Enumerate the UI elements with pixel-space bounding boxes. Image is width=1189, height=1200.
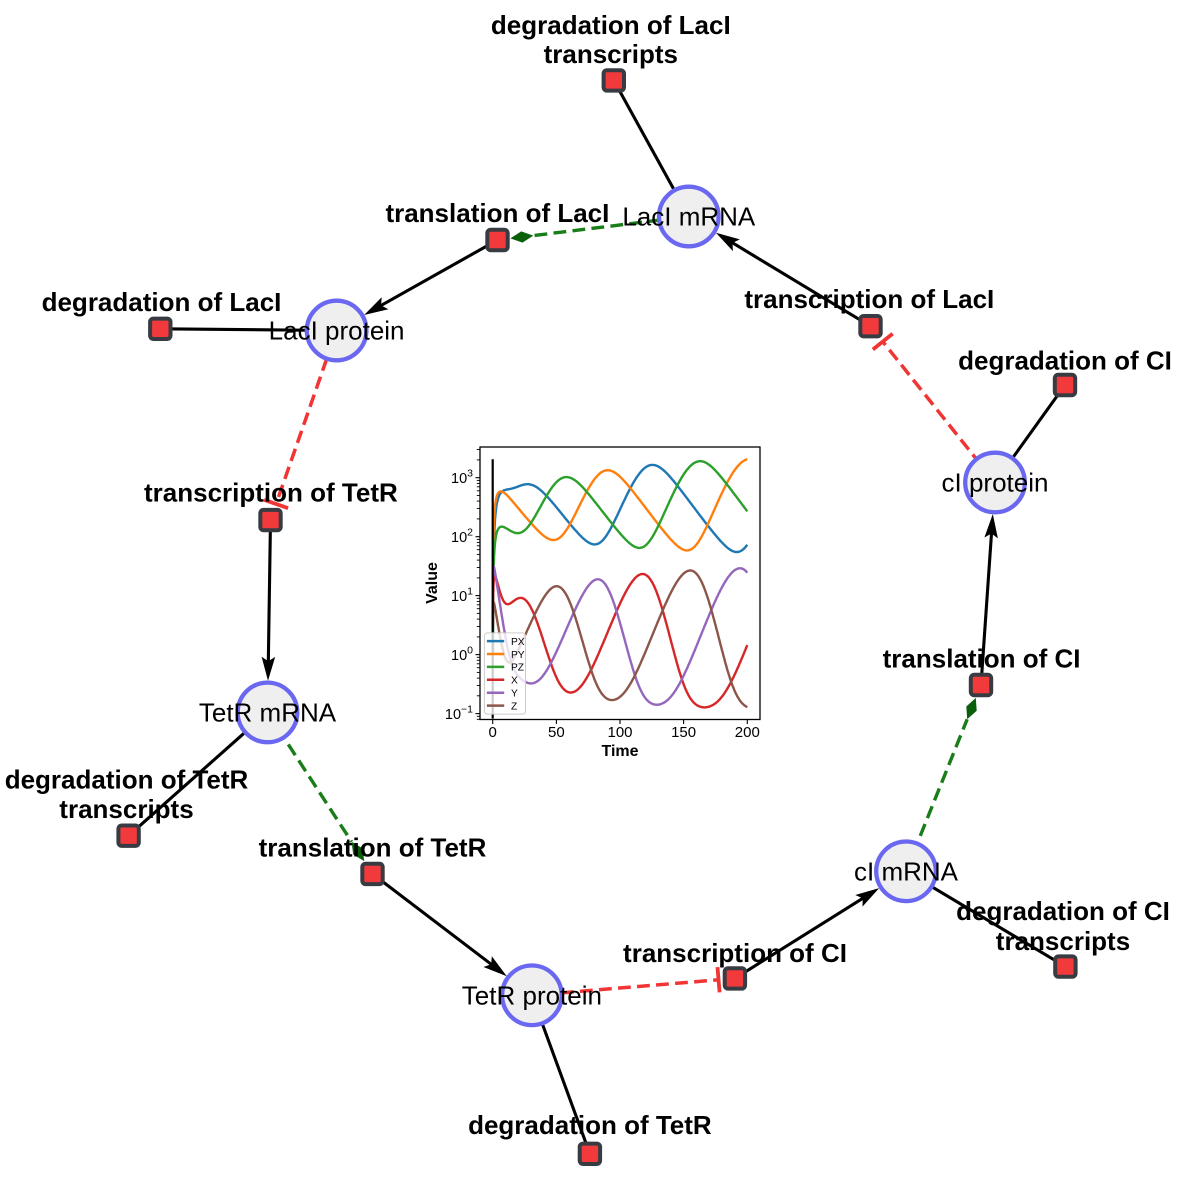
svg-text:transcription of TetR: transcription of TetR <box>144 478 398 508</box>
svg-text:degradation of TetR: degradation of TetR <box>5 764 249 794</box>
svg-text:cI protein: cI protein <box>942 468 1049 498</box>
svg-text:transcripts: transcripts <box>996 926 1130 956</box>
svg-text:Y: Y <box>511 689 518 700</box>
svg-text:150: 150 <box>671 724 696 741</box>
svg-text:transcription of CI: transcription of CI <box>623 938 847 968</box>
svg-text:degradation of TetR: degradation of TetR <box>468 1110 712 1140</box>
svg-text:degradation of LacI: degradation of LacI <box>42 287 282 317</box>
svg-text:degradation of CI: degradation of CI <box>958 346 1172 376</box>
svg-text:Z: Z <box>511 701 517 712</box>
svg-text:degradation of CI: degradation of CI <box>956 896 1170 926</box>
svg-text:50: 50 <box>548 724 565 741</box>
svg-text:200: 200 <box>735 724 760 741</box>
svg-text:TetR mRNA: TetR mRNA <box>199 698 337 728</box>
svg-text:cI mRNA: cI mRNA <box>854 857 959 887</box>
svg-text:Value: Value <box>424 562 441 604</box>
svg-text:X: X <box>511 676 518 687</box>
svg-text:LacI protein: LacI protein <box>269 316 405 346</box>
svg-text:transcription of LacI: transcription of LacI <box>744 284 994 314</box>
svg-text:PX: PX <box>511 637 525 648</box>
svg-text:degradation of LacI: degradation of LacI <box>491 10 731 40</box>
svg-text:PZ: PZ <box>511 663 524 674</box>
svg-text:translation of LacI: translation of LacI <box>385 198 609 228</box>
svg-text:100: 100 <box>607 724 632 741</box>
svg-text:transcripts: transcripts <box>59 794 193 824</box>
svg-text:translation of CI: translation of CI <box>883 643 1081 673</box>
svg-text:Time: Time <box>601 743 638 760</box>
svg-text:0: 0 <box>489 724 497 741</box>
svg-text:transcripts: transcripts <box>544 39 678 69</box>
svg-text:TetR protein: TetR protein <box>462 981 602 1011</box>
svg-text:translation of TetR: translation of TetR <box>259 833 487 863</box>
svg-text:LacI mRNA: LacI mRNA <box>622 202 756 232</box>
svg-text:PY: PY <box>511 650 525 661</box>
